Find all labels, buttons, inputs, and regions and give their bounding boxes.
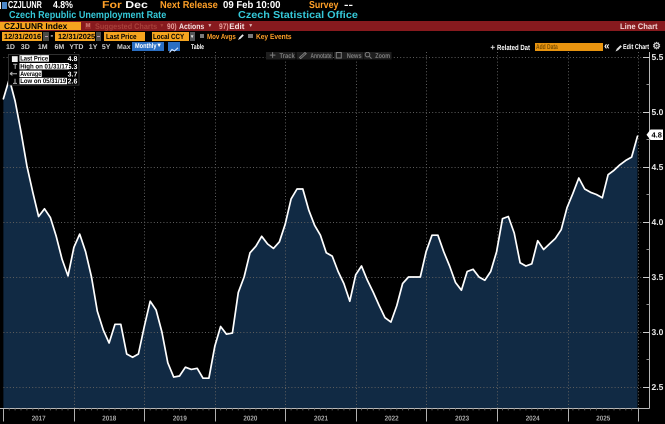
svg-text:4.5: 4.5 [652,162,664,172]
svg-text:2017: 2017 [32,416,46,423]
svg-text:Average: Average [20,71,41,78]
svg-text:2024: 2024 [526,416,540,423]
svg-text:2025: 2025 [596,416,610,423]
svg-text:3.0: 3.0 [652,327,664,337]
svg-text:2023: 2023 [455,416,469,423]
svg-text:5.5: 5.5 [652,52,664,62]
svg-text:5.3: 5.3 [68,64,78,71]
svg-text:2.6: 2.6 [68,78,78,85]
svg-text:2022: 2022 [385,416,399,423]
svg-text:2021: 2021 [314,416,328,423]
svg-text:Track: Track [280,52,295,60]
svg-text:2018: 2018 [102,416,116,423]
svg-text:3.7: 3.7 [68,71,78,78]
svg-text:2.5: 2.5 [652,382,664,392]
svg-text:4.8: 4.8 [68,56,78,63]
svg-text:Zoom: Zoom [375,53,390,60]
svg-text:High on 01/31/17: High on 01/31/17 [20,63,68,70]
svg-text:3.5: 3.5 [652,272,664,282]
svg-text:2019: 2019 [173,416,187,423]
svg-text:Low on 05/31/19: Low on 05/31/19 [20,78,66,85]
svg-text:4.8: 4.8 [652,131,662,140]
svg-text:2020: 2020 [243,416,257,423]
svg-text:5.0: 5.0 [652,107,664,117]
svg-text:Annotate: Annotate [311,53,332,60]
svg-text:4.0: 4.0 [652,217,664,227]
svg-text:Last Price: Last Price [20,56,48,63]
svg-text:News: News [347,53,362,60]
